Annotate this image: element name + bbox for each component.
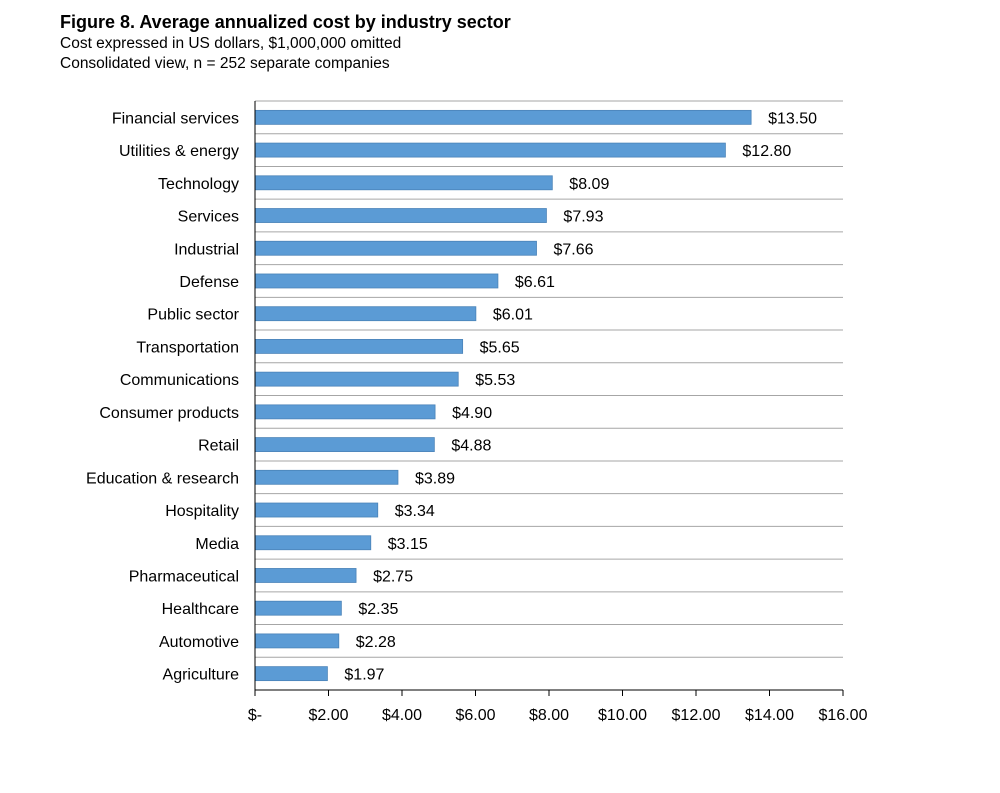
bar	[254, 142, 726, 158]
category-label: Retail	[198, 438, 239, 455]
data-label: $1.97	[344, 667, 384, 684]
data-label: $4.90	[452, 405, 492, 422]
bar	[254, 502, 379, 518]
x-tick-label: $16.00	[819, 707, 868, 724]
data-label: $4.88	[451, 438, 491, 455]
x-tick-label: $-	[248, 707, 262, 724]
data-label: $6.61	[515, 274, 555, 291]
category-label: Services	[178, 209, 239, 226]
bar	[254, 371, 459, 387]
x-tick-label: $10.00	[598, 707, 647, 724]
category-label: Hospitality	[165, 503, 239, 520]
category-label: Public sector	[147, 307, 239, 324]
data-label: $7.66	[554, 241, 594, 258]
bar	[254, 535, 372, 551]
data-label: $3.15	[388, 536, 428, 553]
category-label: Education & research	[86, 470, 239, 487]
data-label: $6.01	[493, 307, 533, 324]
bar	[254, 666, 328, 682]
category-label: Healthcare	[162, 601, 239, 618]
bar	[254, 273, 499, 289]
data-label: $13.50	[768, 110, 817, 127]
category-label: Automotive	[159, 634, 239, 651]
chart-header: Figure 8. Average annualized cost by ind…	[60, 10, 511, 74]
category-label: Defense	[179, 274, 239, 291]
data-label: $2.75	[373, 568, 413, 585]
bar	[254, 306, 477, 322]
x-tick-label: $8.00	[529, 707, 569, 724]
category-label: Transportation	[136, 339, 239, 356]
category-label: Pharmaceutical	[129, 568, 239, 585]
data-label: $5.53	[475, 372, 515, 389]
bar	[254, 208, 547, 223]
category-label: Industrial	[174, 241, 239, 258]
data-label: $3.34	[395, 503, 435, 520]
data-label: $3.89	[415, 470, 455, 487]
chart-title: Figure 8. Average annualized cost by ind…	[60, 12, 511, 32]
bar	[254, 175, 553, 191]
category-label: Media	[195, 536, 239, 553]
bar	[254, 404, 436, 420]
chart-subtitle-line-2: Consolidated view, n = 252 separate comp…	[60, 55, 390, 72]
x-tick-label: $2.00	[308, 707, 348, 724]
category-label: Communications	[120, 372, 239, 389]
chart-subtitle-line-1: Cost expressed in US dollars, $1,000,000…	[60, 35, 402, 52]
data-label: $2.28	[356, 634, 396, 651]
category-label: Agriculture	[163, 667, 240, 684]
x-tick-label: $12.00	[672, 707, 721, 724]
category-label: Financial services	[112, 110, 239, 127]
bar	[254, 109, 752, 125]
bar	[254, 469, 399, 485]
bar	[254, 600, 342, 616]
bar	[254, 568, 357, 583]
data-label: $8.09	[569, 176, 609, 193]
bar	[254, 240, 537, 256]
bar	[254, 339, 464, 354]
data-label: $7.93	[563, 209, 603, 226]
x-tick-label: $14.00	[745, 707, 794, 724]
x-tick-label: $4.00	[382, 707, 422, 724]
bar	[254, 437, 435, 452]
data-label: $12.80	[742, 143, 791, 160]
bar	[254, 633, 340, 649]
category-label: Consumer products	[99, 405, 239, 422]
data-label: $5.65	[480, 339, 520, 356]
category-label: Utilities & energy	[119, 143, 239, 160]
data-label: $2.35	[358, 601, 398, 618]
x-tick-label: $6.00	[455, 707, 495, 724]
category-label: Technology	[158, 176, 239, 193]
